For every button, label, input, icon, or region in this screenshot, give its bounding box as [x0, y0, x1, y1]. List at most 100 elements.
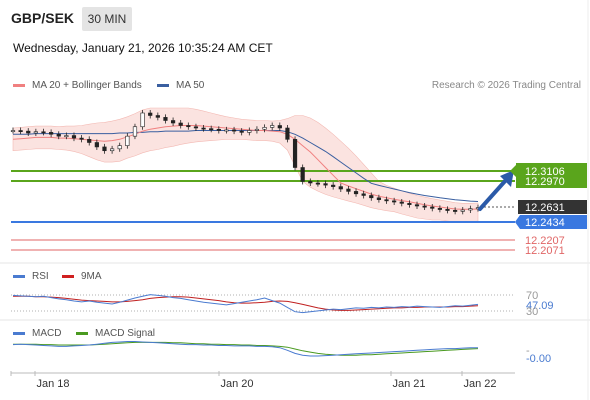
price-candles	[10, 110, 481, 215]
candle-body	[186, 125, 191, 128]
ma20-swatch-icon	[13, 84, 25, 87]
candle-body	[369, 195, 374, 199]
forecast-arrow-head-icon	[500, 170, 514, 187]
x-tick-label: Jan 18	[36, 378, 69, 390]
candle-body	[262, 127, 267, 130]
candle-body	[430, 206, 435, 209]
candle-body	[26, 130, 31, 134]
rsi-level-label: 47.09	[526, 300, 554, 312]
currency-pair-title: GBP/SEK	[11, 10, 75, 26]
candle-body	[155, 115, 160, 118]
candle-body	[308, 181, 313, 184]
candle-body	[239, 130, 244, 133]
level-badge-bg	[520, 175, 587, 187]
level-label: 12.2071	[525, 245, 565, 257]
rsi-level-label: 70	[526, 290, 538, 302]
interval-button[interactable]: 30 MIN	[82, 7, 132, 31]
candle-body	[407, 203, 412, 205]
candle-body	[56, 133, 61, 137]
candle-body	[254, 128, 260, 131]
level-badge-bg	[515, 215, 587, 229]
candle-body	[247, 130, 252, 133]
candle-body	[94, 142, 99, 148]
candle-body	[125, 135, 130, 146]
candle-body	[399, 201, 404, 204]
candle-body	[460, 209, 465, 212]
legend-ma50-label: MA 50	[176, 80, 205, 91]
legend-macd-signal-label: MACD Signal	[95, 328, 156, 339]
candle-body	[414, 204, 420, 207]
candle-body	[323, 183, 328, 186]
candle-body	[102, 146, 107, 152]
macd-line	[12, 341, 478, 357]
candle-body	[79, 137, 84, 140]
candle-body	[216, 128, 221, 131]
macd-signal-line	[13, 341, 479, 356]
legend-ma20: MA 20 + Bollinger Bands	[13, 80, 142, 91]
candle-body	[224, 129, 229, 132]
candle-body	[300, 167, 305, 182]
legend-ma20-label: MA 20 + Bollinger Bands	[32, 80, 142, 91]
x-axis-labels: Jan 18 Jan 20 Jan 21 Jan 22	[10, 371, 497, 390]
candle-body	[49, 132, 54, 135]
candle-body	[209, 128, 214, 131]
candle-body	[231, 129, 237, 132]
candle-body	[353, 191, 359, 195]
candle-body	[361, 193, 366, 196]
level-badge-bg	[520, 165, 587, 177]
legend-macd: MACD	[13, 328, 61, 339]
level-label: 12.2207	[525, 235, 565, 247]
candle-body	[292, 139, 298, 168]
candle-body	[163, 117, 168, 121]
candle-body	[201, 127, 206, 130]
candle-body	[117, 145, 122, 150]
candle-body	[109, 148, 115, 152]
candle-body	[132, 126, 138, 137]
candle-body	[437, 208, 442, 210]
candle-body	[376, 197, 382, 200]
candle-body	[140, 112, 145, 128]
candle-body	[178, 122, 183, 126]
candle-body	[422, 205, 427, 208]
candle-body	[41, 131, 46, 134]
legend-macd-signal: MACD Signal	[76, 328, 155, 339]
rsi-line	[12, 294, 479, 314]
legend-macd-label: MACD	[32, 328, 62, 339]
legend-ma50: MA 50	[157, 80, 204, 91]
current-price-label: 12.2631	[525, 202, 565, 214]
candle-body	[277, 125, 282, 129]
legend-9ma-label: 9MA	[81, 271, 102, 282]
macd-panel: --0.00	[12, 341, 551, 365]
candle-body	[71, 135, 77, 139]
macd-signal-swatch-icon	[76, 332, 88, 335]
candle-body	[384, 199, 389, 202]
ma50-line	[13, 130, 479, 202]
ma50-swatch-icon	[157, 84, 169, 87]
candle-body	[315, 182, 321, 185]
macd-level-label: -0.00	[526, 353, 551, 365]
x-tick-label: Jan 20	[220, 378, 253, 390]
candle-body	[18, 130, 23, 133]
candle-body	[468, 208, 473, 211]
macd-level-label: -	[526, 345, 530, 357]
candle-body	[392, 200, 397, 203]
candle-body	[270, 125, 275, 128]
candle-body	[285, 127, 290, 140]
candle-body	[87, 139, 92, 143]
candle-body	[346, 188, 351, 192]
price-level-lines	[11, 170, 515, 251]
legend-rsi-label: RSI	[32, 271, 49, 282]
research-credit: Research © 2026 Trading Central	[431, 80, 581, 91]
ma9-swatch-icon	[62, 275, 74, 278]
x-tick-label: Jan 21	[392, 378, 425, 390]
candle-body	[453, 210, 458, 212]
candle-body	[33, 131, 38, 134]
legend-9ma: 9MA	[62, 271, 102, 282]
candle-body	[445, 209, 450, 211]
legend-rsi: RSI	[13, 271, 49, 282]
candle-body	[193, 126, 199, 129]
candle-body	[170, 120, 176, 124]
candle-body	[331, 184, 336, 187]
macd-swatch-icon	[13, 332, 25, 335]
